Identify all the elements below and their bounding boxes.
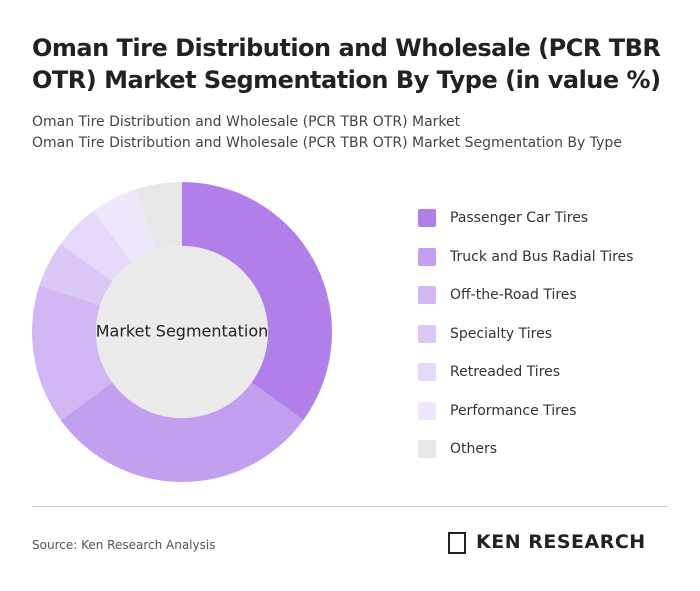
legend-swatch: [418, 363, 436, 381]
source: Source: Ken Research Analysis: [32, 538, 216, 552]
logo: [448, 531, 466, 554]
slice: [135, 182, 182, 251]
slice: [60, 382, 304, 482]
slice: [93, 189, 156, 263]
legend-label: Others: [450, 441, 498, 457]
slice: [60, 210, 132, 282]
slice: [182, 182, 332, 421]
legend-label: Specialty Tires: [450, 325, 553, 342]
subtitle: Oman Tire Distribution and Wholesale (PC…: [32, 114, 461, 130]
chart-title: Oman Tire Distribution and Wholesale (PC…: [32, 34, 661, 94]
donut-chart: Market Segmentation: [32, 182, 332, 482]
legend-swatch: [418, 209, 436, 227]
legend-label: Passenger Car Tires: [450, 210, 589, 226]
brand-name: KEN RESEARCH: [476, 531, 646, 553]
legend-swatch: [418, 324, 436, 343]
legend-swatch: [418, 440, 436, 458]
separator: [32, 506, 668, 507]
legend-swatch: [418, 247, 436, 266]
legend-label: Off-the-Road Tires: [450, 287, 577, 303]
legend-swatch: [418, 286, 436, 304]
slice: [32, 285, 113, 421]
donut-hole: [96, 246, 268, 418]
brand: KEN RESEARCH: [448, 531, 646, 554]
slice: [39, 243, 113, 306]
legend-label: Truck and Bus Radial Tires: [450, 248, 634, 265]
center-label: Market Segmentation: [96, 322, 269, 341]
legend-label: Performance Tires: [450, 402, 577, 419]
subtitle: Oman Tire Distribution and Wholesale (PC…: [32, 135, 622, 151]
legend-label: Retreaded Tires: [450, 364, 561, 380]
legend-swatch: [418, 401, 436, 420]
